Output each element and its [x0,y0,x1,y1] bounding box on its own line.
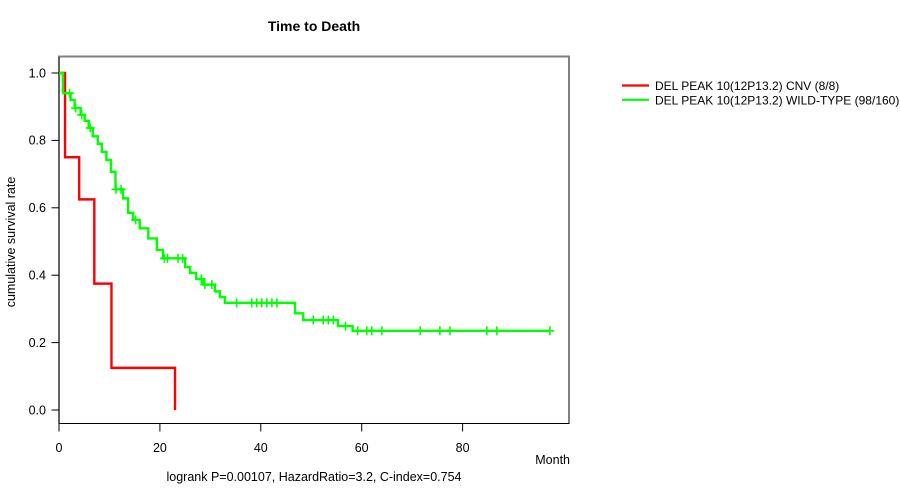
x-tick-label: 60 [355,441,369,455]
y-axis-ticks: 0.0 0.2 0.4 0.6 0.8 1.0 [29,66,59,417]
censor-mark [71,103,81,113]
censor-mark [353,326,363,336]
chart-title: Time to Death [268,18,360,34]
censor-mark [367,326,377,336]
censor-mark [545,326,555,336]
y-tick-label: 0.2 [29,336,46,350]
legend: DEL PEAK 10(12P13.2) CNV (8/8) DEL PEAK … [622,79,899,107]
censor-mark [232,298,242,308]
censor-mark [178,253,188,263]
censor-mark [65,88,75,98]
censor-mark [341,321,351,331]
km-curve-wildtype [59,71,550,333]
censor-mark [272,298,282,308]
legend-label-wildtype: DEL PEAK 10(12P13.2) WILD-TYPE (98/160) [655,93,899,107]
y-tick-label: 1.0 [29,66,46,80]
censor-mark [435,326,445,336]
x-tick-label: 40 [254,441,268,455]
survival-curves [59,71,555,410]
x-axis-label: Month [535,453,570,467]
censor-mark [328,315,338,325]
censor-mark [196,274,206,284]
censor-mark [131,215,141,225]
censor-mark [77,110,87,120]
censor-mark [482,326,492,336]
y-tick-label: 0.4 [29,269,46,283]
x-tick-label: 20 [153,441,167,455]
km-curve-cnv [59,71,177,410]
y-tick-label: 0.0 [29,403,46,417]
y-tick-label: 0.8 [29,134,46,148]
x-tick-label: 0 [56,441,63,455]
y-tick-label: 0.6 [29,201,46,215]
censor-mark [85,123,95,133]
censor-mark [377,326,387,336]
stats-caption: logrank P=0.00107, HazardRatio=3.2, C-in… [167,470,462,484]
censor-mark [492,326,502,336]
legend-label-cnv: DEL PEAK 10(12P13.2) CNV (8/8) [655,79,839,93]
censor-mark [207,280,217,290]
censor-mark [445,326,455,336]
censor-mark [162,253,172,263]
censor-mark [116,184,126,194]
x-tick-label: 80 [456,441,470,455]
censor-mark [308,315,318,325]
y-axis-label: cumulative survival rate [4,177,18,308]
km-curve-wildtype-censor-marks [65,88,555,336]
x-axis-ticks: 0 20 40 60 80 [56,423,470,455]
censor-mark [415,326,425,336]
